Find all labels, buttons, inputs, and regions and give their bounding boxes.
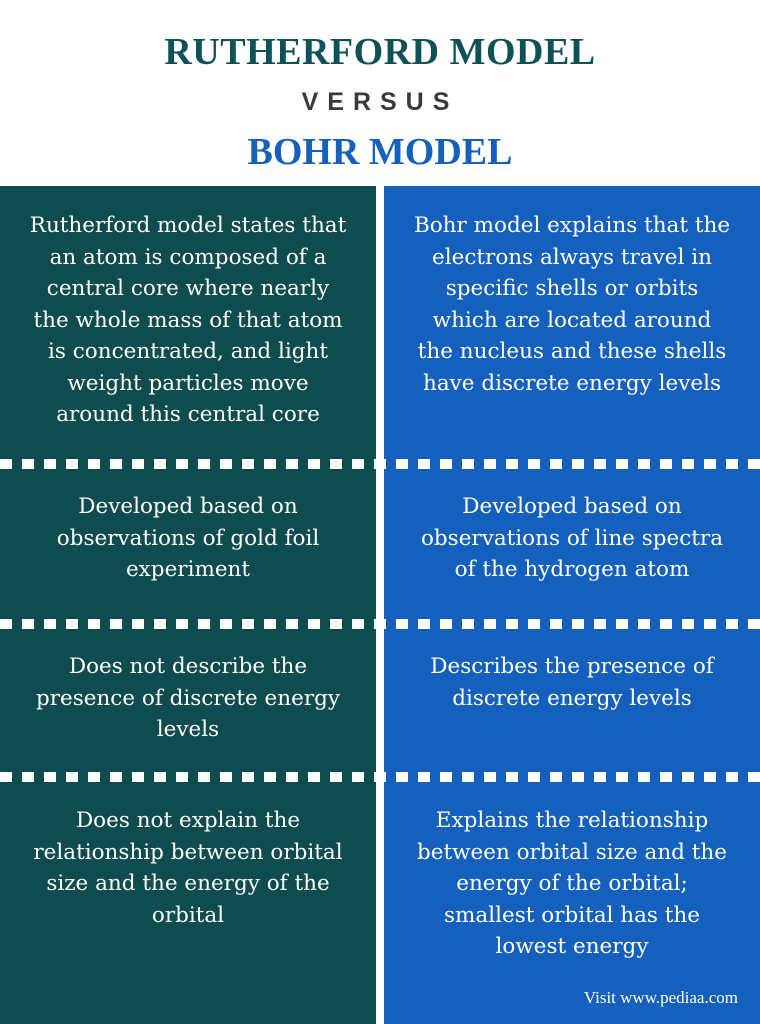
bohr-cell-basis: Developed based on observations of line … — [384, 491, 760, 586]
dotted-divider — [0, 459, 760, 469]
cell-text: Does not describe the presence of discre… — [35, 654, 341, 742]
dotted-divider — [0, 619, 760, 629]
header: RUTHERFORD MODEL VERSUS BOHR MODEL — [0, 0, 760, 186]
versus-label: VERSUS — [301, 88, 459, 116]
title-bohr-model: BOHR MODEL — [247, 131, 513, 173]
bohr-column: Bohr model explains that the electrons a… — [384, 186, 760, 1024]
bohr-cell-energy-levels: Describes the presence of discrete energ… — [384, 651, 760, 714]
rutherford-cell-energy-levels: Does not describe the presence of discre… — [0, 651, 376, 746]
cell-text: Describes the presence of discrete energ… — [430, 654, 714, 711]
cell-text: Bohr model explains that the electrons a… — [413, 213, 731, 396]
rutherford-column: Rutherford model states that an atom is … — [0, 186, 376, 1024]
footer-credit: Visit www.pediaa.com — [583, 988, 738, 1007]
dotted-divider — [0, 772, 760, 782]
title-rutherford-model: RUTHERFORD MODEL — [164, 31, 596, 73]
cell-text: Explains the relationship between orbita… — [417, 808, 727, 959]
cell-text: Rutherford model states that an atom is … — [29, 213, 347, 427]
cell-text: Developed based on observations of line … — [420, 494, 724, 582]
cell-text: Does not explain the relationship betwee… — [33, 808, 343, 928]
bohr-cell-definition: Bohr model explains that the electrons a… — [384, 210, 760, 399]
cell-text: Developed based on observations of gold … — [56, 494, 320, 582]
rutherford-cell-orbital-relationship: Does not explain the relationship betwee… — [0, 805, 376, 931]
rutherford-cell-basis: Developed based on observations of gold … — [0, 491, 376, 586]
rutherford-cell-definition: Rutherford model states that an atom is … — [0, 210, 376, 431]
bohr-cell-orbital-relationship: Explains the relationship between orbita… — [384, 805, 760, 963]
